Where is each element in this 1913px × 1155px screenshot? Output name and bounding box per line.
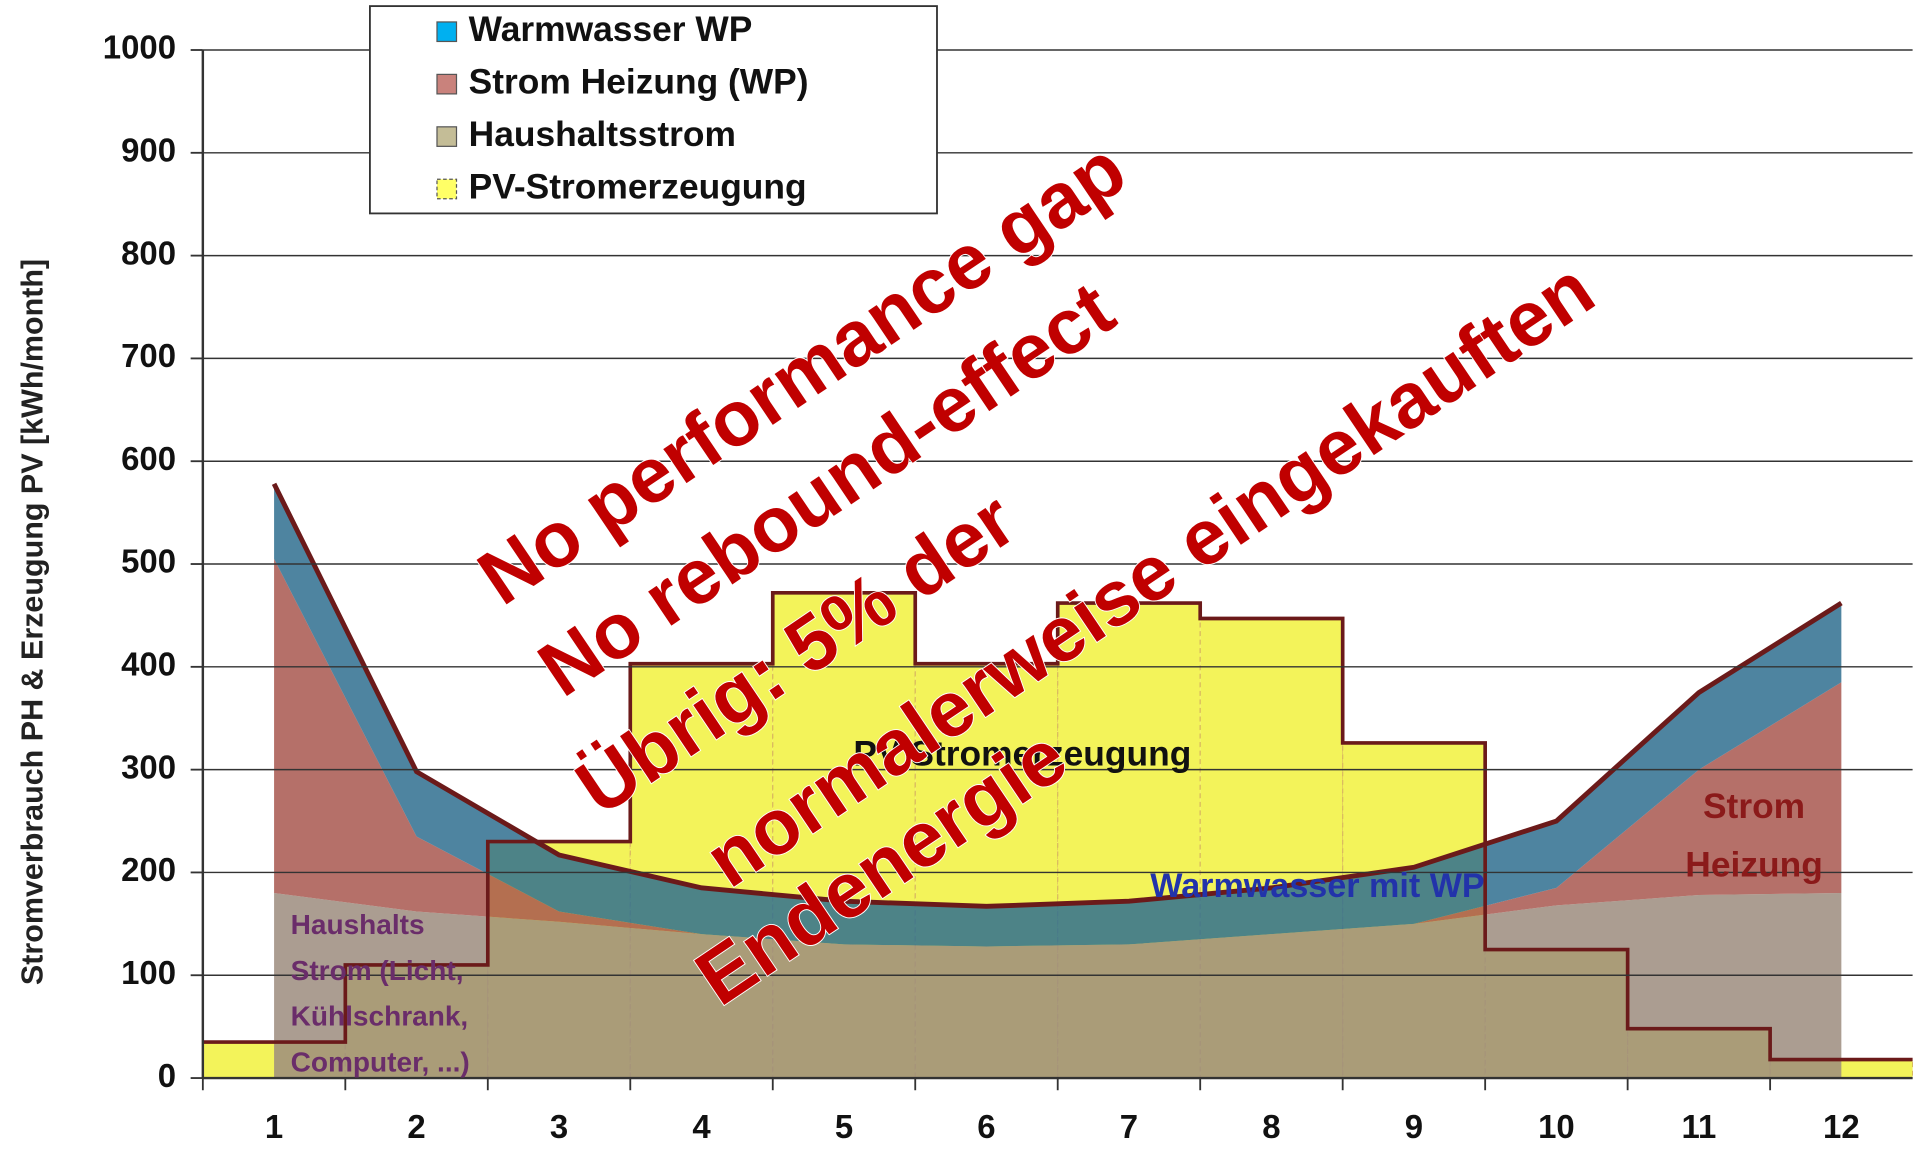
- water-label: Warmwasser mit WP: [1150, 867, 1484, 905]
- y-tick-label: 300: [121, 748, 176, 785]
- x-tick-label: 6: [977, 1108, 995, 1145]
- heating-label: Heizung: [1685, 845, 1823, 884]
- x-tick-label: 8: [1262, 1108, 1280, 1145]
- y-tick-label: 100: [121, 954, 176, 991]
- x-tick-label: 9: [1405, 1108, 1423, 1145]
- x-tick-label: 7: [1120, 1108, 1138, 1145]
- x-tick-label: 5: [835, 1108, 853, 1145]
- legend-label: Warmwasser WP: [469, 10, 753, 49]
- x-tick-label: 4: [692, 1108, 711, 1145]
- legend-swatch: [436, 73, 458, 95]
- household-label: Haushalts: [291, 909, 425, 940]
- household-label: Computer, ...): [291, 1046, 470, 1077]
- household-label: Strom (Licht,: [291, 955, 464, 986]
- pv-label: PV Stromerzeugung: [853, 734, 1191, 773]
- y-tick-label: 1000: [103, 29, 176, 66]
- plot: [202, 482, 1913, 1079]
- y-tick-label: 0: [158, 1057, 176, 1094]
- y-tick-label: 400: [121, 646, 176, 683]
- x-tick-label: 2: [407, 1108, 425, 1145]
- y-tick-label: 500: [121, 543, 176, 580]
- y-tick-label: 600: [121, 440, 176, 477]
- legend-label: PV-Stromerzeugung: [469, 167, 807, 206]
- legend-swatch: [436, 21, 458, 43]
- y-axis-label: Stromverbrauch PH & Erzeugung PV [kWh/mo…: [16, 259, 50, 985]
- y-tick-label: 800: [121, 234, 176, 271]
- legend-swatch: [436, 126, 458, 147]
- y-tick-label: 700: [121, 337, 176, 374]
- x-tick-label: 11: [1681, 1108, 1716, 1145]
- stacked-area: [274, 893, 1842, 1079]
- legend-box: [369, 5, 938, 215]
- pv-outline: [202, 590, 1913, 1062]
- stacked-area: [274, 558, 1842, 947]
- legend-swatch: [436, 178, 458, 200]
- household-label: Kühlschrank,: [291, 1001, 469, 1032]
- legend-label: Haushaltsstrom: [469, 115, 736, 154]
- x-tick-label: 3: [550, 1108, 568, 1145]
- x-tick-label: 10: [1538, 1108, 1575, 1145]
- legend: Warmwasser WP Strom Heizung (WP) Haushalts…: [369, 5, 938, 215]
- heating-label: Strom: [1703, 787, 1805, 826]
- x-tick-label: 12: [1823, 1108, 1860, 1145]
- y-tick-label: 900: [121, 132, 176, 169]
- legend-label: Strom Heizung (WP): [469, 62, 809, 101]
- y-tick-label: 200: [121, 851, 176, 888]
- x-tick-label: 1: [265, 1108, 283, 1145]
